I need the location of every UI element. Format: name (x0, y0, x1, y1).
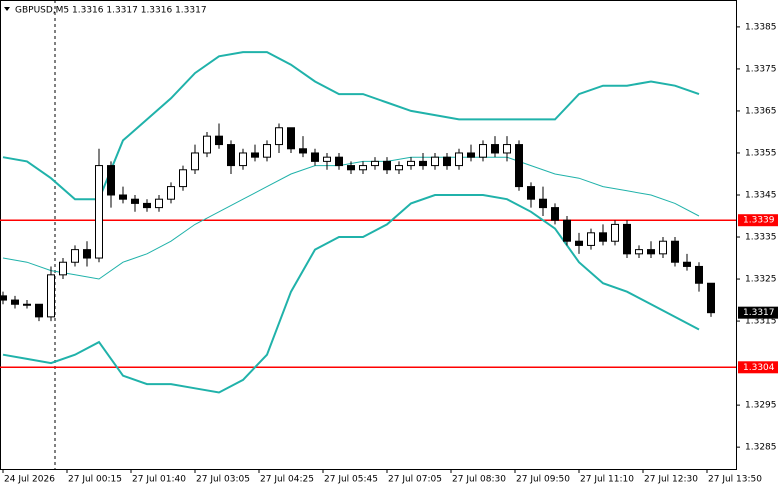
candle-body (599, 232, 607, 242)
last-price-label: 1.3317 (743, 308, 775, 318)
x-tick-label: 27 Jul 11:10 (580, 475, 634, 485)
candle-body (527, 186, 535, 200)
candle-body (251, 152, 259, 158)
x-tick-label: 27 Jul 05:45 (324, 475, 378, 485)
y-tick-label: 1.3335 (745, 233, 777, 243)
candle-body (635, 249, 643, 255)
y-tick-label: 1.3345 (745, 190, 777, 200)
candle-body (47, 274, 55, 318)
candle-body (659, 240, 667, 255)
candle-body (371, 160, 379, 167)
candle-body (191, 152, 199, 171)
candle-body (227, 144, 235, 167)
hline-label: 1.3304 (743, 363, 775, 373)
x-tick-label: 27 Jul 00:15 (68, 475, 122, 485)
candle-body (563, 219, 571, 242)
candle-body (575, 240, 583, 246)
last-price-label-box (738, 306, 778, 319)
candle-body (83, 249, 91, 259)
candle-body (419, 160, 427, 167)
x-tick-label: 27 Jul 09:50 (516, 475, 570, 485)
candle-body (335, 156, 343, 167)
candle-body (0, 295, 7, 301)
candle-body (311, 152, 319, 162)
candle-body (671, 240, 679, 263)
candle-body (131, 198, 139, 204)
x-tick-label: 27 Jul 13:50 (708, 475, 762, 485)
candle-body (95, 165, 103, 259)
chart-title: GBPUSD,M5 1.3316 1.3317 1.3316 1.3317 (15, 6, 207, 16)
candle-body (155, 198, 163, 209)
indicator-line (2, 51, 700, 201)
y-tick-label: 1.3375 (745, 64, 777, 74)
candle-body (359, 165, 367, 171)
candle-body (479, 144, 487, 158)
x-tick-label: 27 Jul 08:30 (452, 475, 506, 485)
x-tick-label: 27 Jul 01:40 (132, 475, 186, 485)
plot-frame (0, 0, 737, 470)
y-tick-label: 1.3285 (745, 443, 777, 453)
candle-body (407, 160, 415, 167)
candle-body (323, 156, 331, 162)
candle-body (167, 186, 175, 200)
candle-body (707, 282, 715, 314)
candle-body (239, 152, 247, 167)
candle-body (35, 303, 43, 318)
y-tick-label: 1.3325 (745, 275, 777, 285)
x-tick-label: 27 Jul 04:25 (260, 475, 314, 485)
x-tick-label: 27 Jul 07:05 (388, 475, 442, 485)
y-tick-label: 1.3355 (745, 148, 777, 158)
candle-body (215, 135, 223, 146)
x-tick-label: 24 Jul 2026 (4, 475, 55, 485)
candle-body (203, 135, 211, 154)
candle-body (539, 198, 547, 209)
hline-label-box (738, 361, 778, 374)
y-tick-label: 1.3365 (745, 106, 777, 116)
candle-body (143, 202, 151, 209)
candle-body (395, 165, 403, 171)
candle-body (611, 223, 619, 242)
candle-body (695, 265, 703, 284)
candle-body (503, 144, 511, 154)
candle-body (107, 165, 115, 196)
x-tick-label: 27 Jul 03:05 (196, 475, 250, 485)
y-tick-label: 1.3295 (745, 401, 777, 411)
candle-body (515, 144, 523, 188)
candle-body (275, 127, 283, 146)
candle-body (551, 207, 559, 221)
candle-body (119, 194, 127, 200)
candle-body (59, 261, 67, 276)
y-tick-label: 1.3385 (745, 22, 777, 32)
candle-body (467, 152, 475, 158)
indicator-line (2, 194, 700, 394)
candle-body (71, 249, 79, 263)
candle-body (683, 261, 691, 267)
candle-body (299, 148, 307, 154)
candle-body (11, 299, 19, 305)
candle-body (23, 303, 31, 306)
candle-body (179, 169, 187, 188)
candle-body (491, 144, 499, 154)
candle-body (287, 127, 295, 150)
candle-body (443, 156, 451, 167)
candle-body (347, 165, 355, 171)
candle-body (383, 160, 391, 171)
candle-body (455, 152, 463, 167)
candle-body (587, 232, 595, 246)
candle-body (647, 249, 655, 255)
menu-arrow[interactable] (4, 7, 10, 11)
hline-label: 1.3339 (743, 216, 775, 226)
candle-body (263, 144, 271, 158)
y-tick-label: 1.3315 (745, 317, 777, 327)
candle-body (623, 223, 631, 255)
candle-body (431, 156, 439, 167)
hline-label-box (738, 214, 778, 227)
x-tick-label: 27 Jul 12:30 (644, 475, 698, 485)
